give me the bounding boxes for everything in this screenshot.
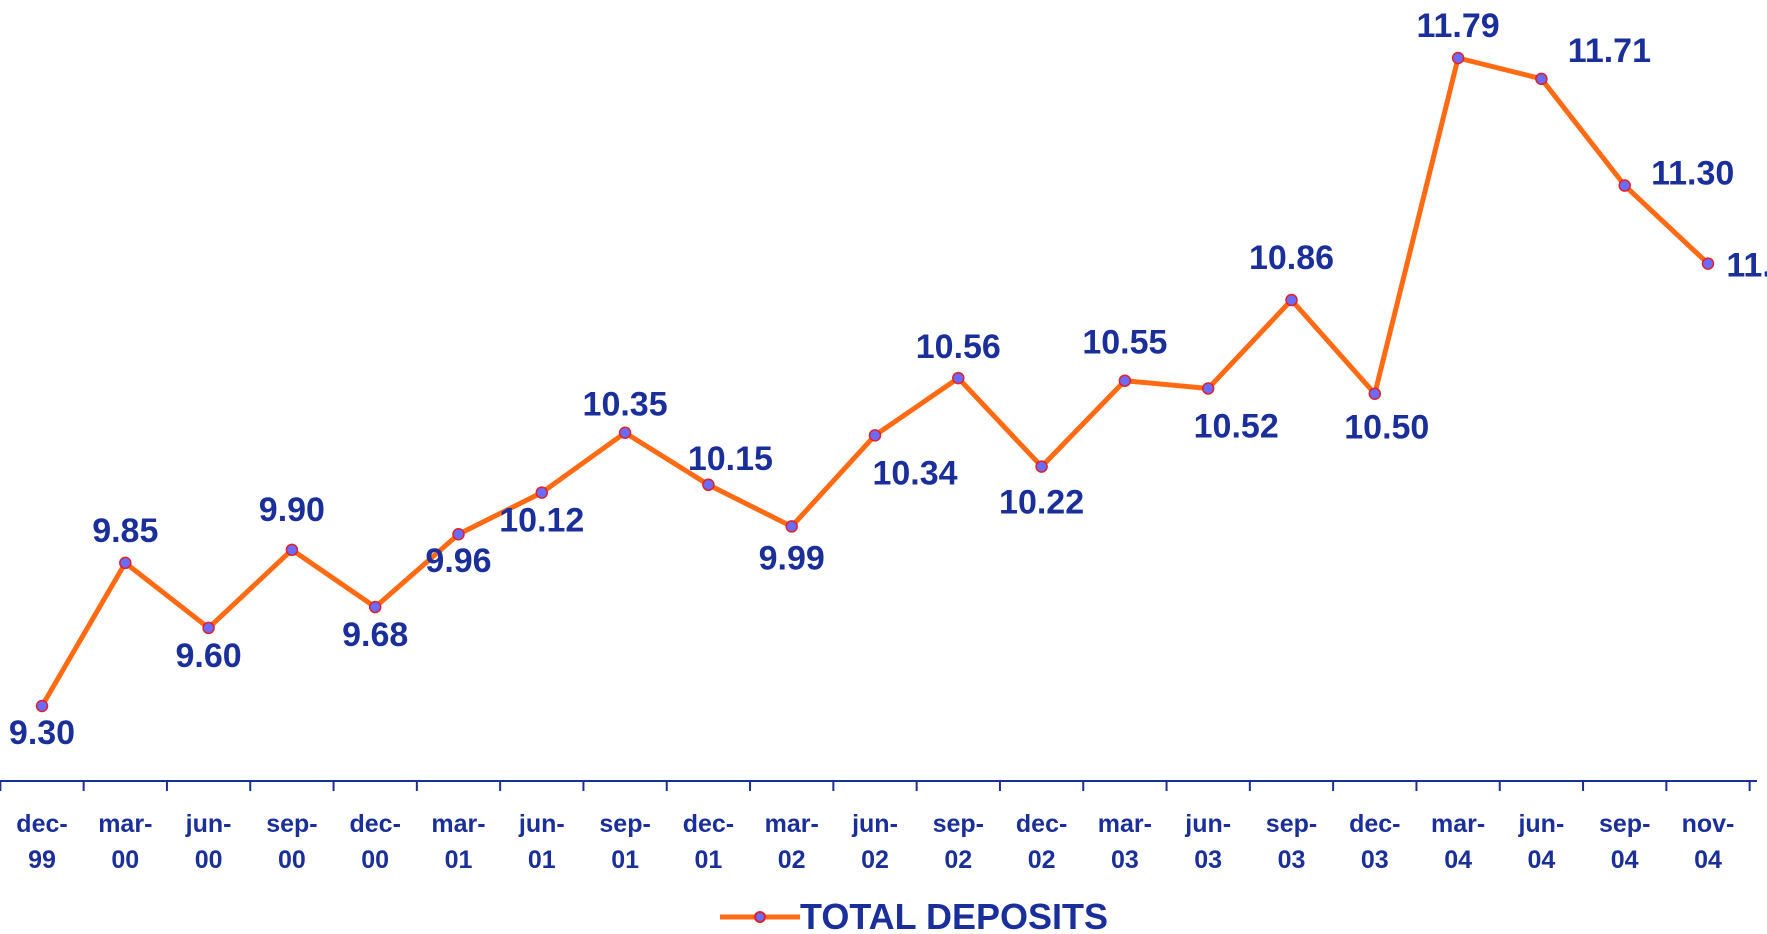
marker: [952, 371, 965, 385]
data-label: 10.56: [916, 328, 1001, 366]
marker: [868, 429, 882, 442]
x-tick-label: sep-02: [932, 810, 984, 874]
data-label: 11.30: [1651, 155, 1734, 193]
x-tick-label: mar-03: [1097, 810, 1152, 874]
data-label: 10.35: [583, 386, 668, 424]
marker: [618, 426, 632, 439]
data-label: 10.12: [499, 502, 584, 540]
data-label: 9.68: [342, 616, 408, 654]
marker: [1451, 51, 1465, 65]
marker: [285, 543, 299, 557]
x-tick-label: nov-04: [1681, 810, 1735, 874]
legend: TOTAL DEPOSITS: [720, 896, 1108, 934]
x-tick-label: jun-03: [1185, 810, 1232, 874]
x-tick-label: dec-99: [16, 810, 68, 874]
x-tick-label: sep-00: [266, 810, 318, 874]
data-label: 10.22: [999, 484, 1084, 522]
legend-swatch: [720, 911, 800, 923]
marker: [368, 600, 382, 614]
data-label: 9.60: [176, 637, 242, 675]
data-label: 10.86: [1249, 239, 1334, 277]
data-label: 10.52: [1194, 407, 1279, 445]
marker: [785, 520, 798, 533]
x-tick-label: jun-00: [185, 810, 232, 874]
marker: [1368, 387, 1382, 400]
marker: [1701, 257, 1715, 270]
data-label: 10.55: [1082, 324, 1167, 362]
data-label: 9.30: [9, 714, 75, 752]
marker: [119, 556, 132, 570]
x-tick-label: dec-01: [682, 810, 735, 874]
x-tick-label: dec-03: [1349, 810, 1401, 874]
x-tick-label: mar-01: [431, 810, 486, 874]
marker: [702, 478, 715, 492]
x-tick-label: dec-02: [1015, 810, 1068, 874]
x-tick-label: mar-04: [1431, 810, 1486, 874]
x-tick-label: jun-02: [852, 810, 898, 874]
data-label: 9.96: [425, 542, 491, 580]
x-tick-label: sep-04: [1598, 810, 1651, 874]
marker: [535, 486, 549, 499]
x-tick-label: sep-03: [1265, 810, 1318, 874]
line: [39, 55, 1710, 708]
data-label: 10.34: [872, 454, 957, 492]
marker: [1118, 374, 1132, 387]
data-label: 9.85: [92, 512, 158, 550]
data-label: 9.99: [759, 539, 825, 577]
data-label: 11.00: [1726, 247, 1767, 285]
data-label: 10.50: [1344, 409, 1429, 447]
x-tick-label: jun-01: [518, 810, 565, 874]
x-tick-label: dec-00: [349, 810, 401, 874]
x-tick-label: mar-00: [98, 810, 153, 874]
x-tick-label: jun-04: [1518, 810, 1565, 874]
marker: [1201, 382, 1215, 395]
legend-label: TOTAL DEPOSITS: [800, 896, 1109, 934]
marker: [1535, 72, 1548, 86]
marker: [452, 527, 465, 541]
data-label: 11.79: [1416, 7, 1499, 45]
marker: [1285, 293, 1298, 307]
marker: [202, 621, 215, 635]
marker: [35, 699, 49, 713]
marker: [1618, 179, 1631, 192]
x-tick-label: sep-01: [599, 810, 651, 874]
data-label: 11.71: [1568, 32, 1651, 70]
x-tick-label: mar-02: [764, 810, 819, 874]
data-label: 10.15: [688, 440, 773, 478]
data-label: 9.90: [259, 491, 325, 529]
marker: [1035, 460, 1048, 473]
